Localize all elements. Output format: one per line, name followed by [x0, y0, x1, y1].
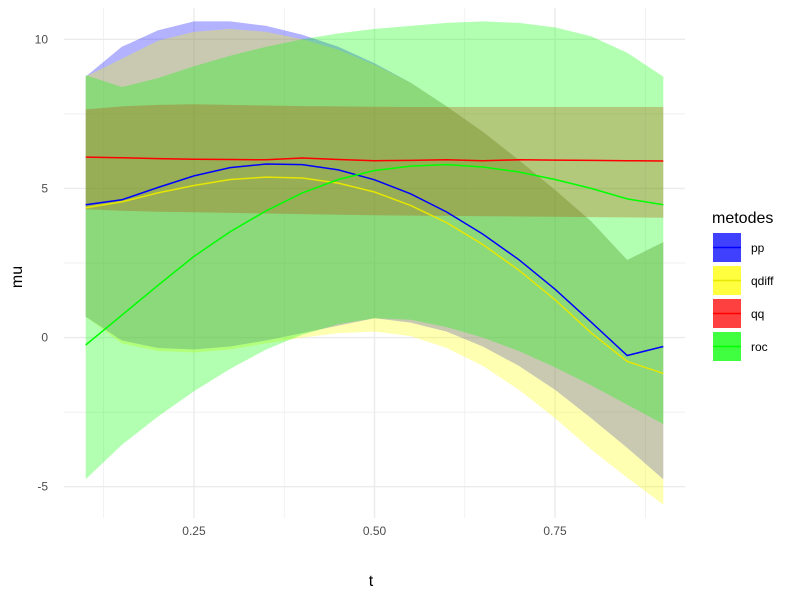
x-tick-label: 0.25 [182, 524, 206, 538]
series-lines [85, 156, 664, 375]
confidence-ribbons [85, 21, 664, 505]
legend-item-pp: pp [713, 233, 765, 262]
legend-item-qq: qq [713, 299, 764, 328]
x-tick-label: 0.50 [363, 524, 387, 538]
legend-item-roc: roc [713, 332, 768, 361]
legend-label-qdiff: qdiff [751, 274, 774, 288]
line-qq [85, 156, 664, 162]
legend-label-roc: roc [751, 340, 768, 354]
y-tick-label: 0 [41, 331, 48, 345]
legend: metodes pp qdiff qq roc [712, 210, 774, 361]
line-qdiff [85, 176, 664, 375]
grid [64, 8, 685, 518]
legend-item-qdiff: qdiff [713, 266, 774, 295]
line-roc [85, 163, 664, 346]
ribbon-roc [85, 21, 664, 480]
legend-title: metodes [712, 210, 773, 227]
line-pp [85, 163, 664, 357]
y-tick-label: 10 [35, 32, 49, 46]
legend-label-pp: pp [751, 241, 765, 255]
x-tick-label: 0.75 [543, 524, 567, 538]
axis-ticks: 0.25 0.50 0.75 -5 0 5 10 [35, 32, 567, 538]
legend-label-qq: qq [751, 307, 764, 321]
ribbon-pp [85, 21, 664, 480]
ribbon-qdiff [85, 28, 664, 505]
y-axis-title: mu [9, 266, 26, 288]
y-tick-label: 5 [41, 181, 48, 195]
x-axis-title: t [369, 573, 374, 590]
y-tick-label: -5 [37, 480, 48, 494]
